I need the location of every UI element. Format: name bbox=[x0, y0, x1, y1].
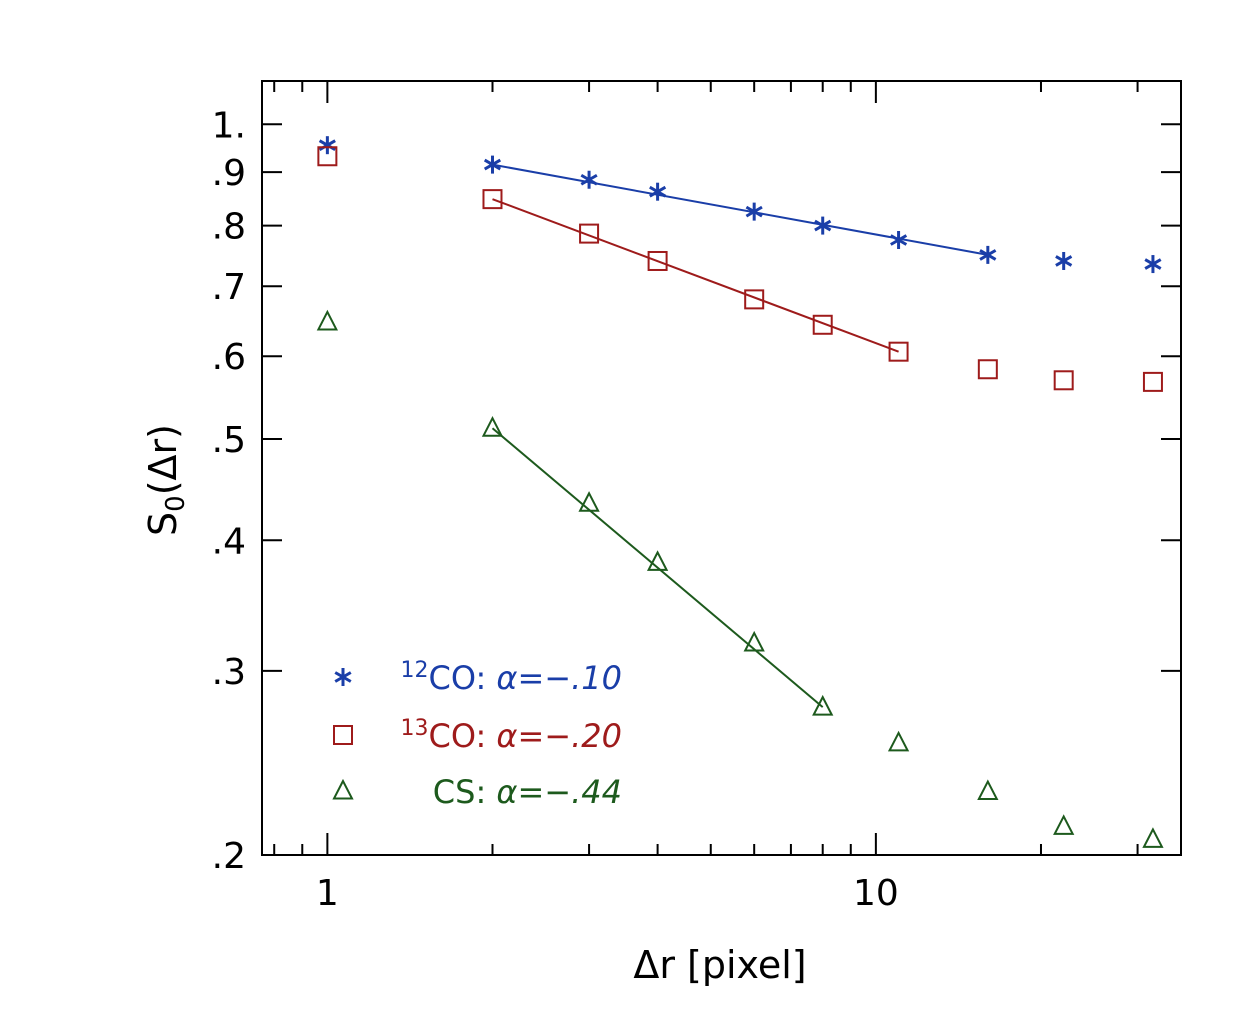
fit-line-13CO bbox=[492, 198, 899, 353]
legend-marker-12CO-stroke bbox=[334, 671, 352, 683]
data-point-13CO bbox=[647, 250, 668, 271]
data-point-12CO-stroke bbox=[580, 173, 598, 186]
legend-marker-12CO bbox=[334, 668, 352, 686]
data-point-12CO-stroke bbox=[814, 219, 832, 232]
data-point-13CO bbox=[977, 359, 998, 380]
data-point-13CO bbox=[744, 289, 765, 310]
data-point-12CO-stroke bbox=[745, 205, 763, 218]
data-point-CS bbox=[812, 694, 834, 716]
legend-entry-CS: CS: α=−.44 bbox=[433, 773, 622, 811]
data-point-12CO bbox=[890, 231, 908, 250]
legend-superscript: 13 bbox=[400, 716, 428, 741]
data-point-CS bbox=[578, 491, 600, 512]
data-point-13CO bbox=[888, 341, 909, 362]
legend-superscript: 12 bbox=[400, 658, 428, 683]
legend-entry-13CO: 13CO: α=−.20 bbox=[400, 716, 622, 755]
plot-frame bbox=[261, 80, 1182, 856]
legend-marker-CS bbox=[332, 778, 354, 800]
data-point-12CO bbox=[649, 182, 667, 201]
data-point-12CO-stroke bbox=[979, 249, 997, 261]
data-point-13CO bbox=[812, 314, 833, 335]
x-tick-label: 10 bbox=[853, 873, 899, 914]
data-point-CS bbox=[481, 416, 504, 437]
data-point-12CO-stroke bbox=[649, 185, 667, 198]
y-axis-label-subscript: 0 bbox=[161, 495, 191, 512]
y-tick-label: .5 bbox=[212, 420, 246, 461]
data-point-CS bbox=[887, 730, 910, 752]
x-axis-label: Δr [pixel] bbox=[633, 943, 806, 987]
fit-lines bbox=[491, 163, 989, 708]
data-points bbox=[316, 136, 1164, 848]
y-axis-label-main: S bbox=[141, 512, 185, 536]
data-point-13CO bbox=[1142, 371, 1163, 392]
legend-entry-12CO: 12CO: α=−.10 bbox=[400, 658, 622, 697]
y-tick-label: .9 bbox=[212, 153, 246, 194]
data-point-12CO bbox=[1144, 255, 1162, 274]
fit-line-12CO bbox=[492, 163, 989, 256]
y-tick-label: 1. bbox=[212, 105, 246, 146]
y-axis-label-tail: (Δr) bbox=[141, 424, 185, 495]
data-point-13CO bbox=[579, 223, 600, 244]
data-point-12CO bbox=[979, 245, 997, 264]
data-point-13CO bbox=[1053, 370, 1074, 391]
legend-marker-13CO bbox=[333, 725, 353, 745]
data-point-12CO-stroke bbox=[890, 234, 908, 246]
legend-label: CO: bbox=[428, 659, 496, 697]
y-tick-label: .8 bbox=[212, 207, 246, 248]
data-point-CS bbox=[1142, 827, 1164, 848]
legend-alpha: α=−.44 bbox=[496, 773, 622, 811]
data-point-12CO bbox=[1055, 251, 1073, 270]
y-tick-label: .3 bbox=[212, 652, 246, 693]
axes: 1 10 .2 .3 .4 .5 .6 .7 .8 .9 1. bbox=[212, 80, 1182, 914]
y-tick-label: .6 bbox=[212, 337, 246, 378]
data-point-12CO bbox=[745, 202, 763, 221]
legend-alpha: α=−.10 bbox=[496, 659, 622, 697]
y-tick-label: .4 bbox=[212, 521, 246, 562]
legend-label: CO: bbox=[428, 717, 496, 755]
data-point-CS bbox=[316, 309, 339, 331]
data-point-12CO bbox=[483, 155, 502, 174]
legend-label: CS: bbox=[433, 773, 497, 811]
y-tick-label: .7 bbox=[212, 267, 246, 308]
y-tick-label: .2 bbox=[212, 836, 246, 877]
data-point-CS bbox=[743, 630, 765, 652]
data-point-CS bbox=[1053, 814, 1075, 835]
x-tick-label: 1 bbox=[316, 873, 339, 914]
data-point-12CO-stroke bbox=[1144, 258, 1162, 270]
y-axis-label: S0(Δr) bbox=[141, 424, 191, 536]
data-point-CS bbox=[977, 779, 999, 801]
data-point-12CO bbox=[580, 170, 598, 189]
data-point-13CO bbox=[317, 146, 338, 167]
data-point-12CO bbox=[814, 216, 832, 235]
data-point-12CO bbox=[318, 136, 336, 155]
legend-alpha: α=−.20 bbox=[496, 717, 622, 755]
data-point-12CO-stroke bbox=[1055, 255, 1073, 267]
data-point-12CO-stroke bbox=[483, 158, 502, 171]
data-point-13CO bbox=[482, 189, 503, 210]
data-point-CS bbox=[646, 550, 669, 571]
fit-line-CS bbox=[491, 427, 824, 708]
